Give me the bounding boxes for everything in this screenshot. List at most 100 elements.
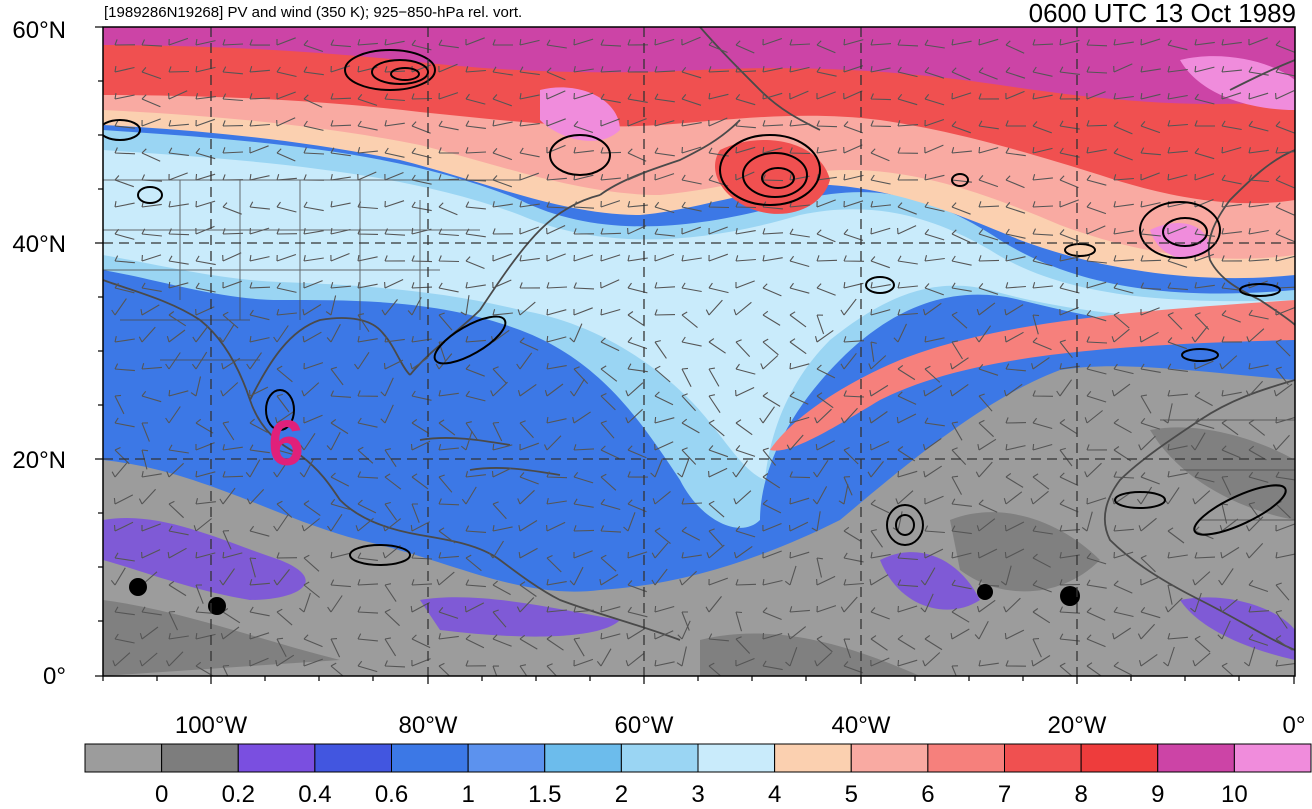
wind-barb — [384, 448, 397, 468]
wind-barb — [357, 228, 379, 235]
wind-barb — [276, 201, 297, 213]
wind-barb — [978, 255, 1000, 262]
wind-barb — [789, 497, 810, 505]
wind-barb — [573, 471, 594, 484]
wind-barb — [516, 597, 535, 613]
wind-barb — [1194, 147, 1215, 160]
wind-barb — [1032, 255, 1053, 267]
wind-barb — [1167, 312, 1183, 330]
wind-barb — [1167, 444, 1188, 451]
wind-barb — [1032, 390, 1054, 397]
colorbar-label: 10 — [1221, 781, 1248, 804]
wind-barb — [708, 662, 722, 676]
wind-barb — [816, 199, 836, 208]
wind-barb — [410, 521, 430, 532]
wind-barb — [275, 411, 294, 424]
wind-barb — [654, 201, 675, 214]
wind-barb — [572, 411, 591, 424]
wind-barb — [357, 579, 379, 586]
wind-barb — [301, 382, 320, 397]
wind-barb — [897, 659, 918, 667]
colorbar-swatch — [1157, 743, 1235, 773]
wind-barb — [167, 547, 187, 559]
wind-barb — [870, 635, 888, 651]
wind-barb — [895, 490, 914, 505]
wind-barb — [1059, 579, 1081, 586]
wind-barb — [464, 602, 485, 613]
wind-barb — [1167, 147, 1188, 154]
wind-barb — [1275, 121, 1295, 134]
wind-barb — [843, 38, 864, 46]
wind-barb — [1275, 255, 1295, 262]
wind-barb — [705, 596, 722, 613]
wind-barb — [519, 93, 540, 100]
wind-barb — [843, 121, 863, 134]
wind-barb — [114, 394, 125, 415]
wind-barb — [1221, 201, 1242, 208]
wind-barb — [1059, 229, 1079, 242]
wind-barb — [735, 657, 755, 667]
wind-barb — [843, 526, 862, 542]
wind-barb — [220, 382, 239, 397]
wind-barb — [330, 39, 351, 48]
wind-barb — [114, 606, 135, 616]
wind-barb — [924, 255, 945, 262]
wind-barb — [1220, 546, 1240, 559]
colorbar-swatch — [314, 743, 392, 773]
wind-barb — [195, 282, 216, 293]
wind-barb — [843, 579, 864, 586]
wind-barb — [519, 442, 539, 451]
wind-barb — [951, 38, 972, 46]
wind-barb — [276, 552, 298, 559]
wind-barb — [1221, 66, 1242, 73]
wind-barb — [681, 311, 698, 329]
wind-barb — [1113, 93, 1134, 100]
wind-barb — [141, 363, 162, 370]
wind-barb — [302, 304, 322, 316]
wind-barb — [762, 391, 781, 407]
wind-barb — [760, 355, 779, 370]
wind-barb — [357, 471, 379, 479]
wind-barb — [1140, 307, 1160, 316]
wind-barb — [465, 93, 486, 105]
wind-barb — [113, 521, 134, 532]
wind-barb — [299, 459, 314, 478]
wind-barb — [168, 580, 187, 597]
wind-barb — [1004, 521, 1025, 532]
wind-barb — [1140, 201, 1161, 208]
wind-barb — [249, 309, 270, 321]
wind-barb — [708, 633, 729, 642]
wind-barb — [600, 66, 622, 73]
wind-barb — [596, 648, 612, 667]
wind-barb — [492, 201, 513, 208]
wind-barb — [762, 338, 779, 356]
wind-barb — [1005, 147, 1026, 157]
wind-barb — [1221, 662, 1235, 676]
wind-barb — [1059, 147, 1080, 158]
wind-barb — [168, 611, 178, 631]
wind-barb — [380, 377, 394, 397]
wind-barb — [654, 253, 675, 262]
figure-datetime: 0600 UTC 13 Oct 1989 — [1028, 0, 1296, 28]
wind-barb — [950, 628, 970, 640]
wind-barb — [1275, 416, 1295, 424]
wind-barb — [330, 390, 352, 398]
wind-barb — [276, 444, 297, 456]
wind-barb — [897, 391, 917, 405]
wind-barb — [1221, 174, 1242, 185]
wind-barb — [492, 580, 511, 596]
wind-barb — [354, 351, 370, 370]
wind-barb — [789, 282, 810, 294]
wind-barb — [625, 653, 645, 667]
wind-barb — [114, 201, 135, 208]
wind-barb — [951, 551, 972, 559]
wind-barb — [600, 39, 622, 47]
wind-barb — [303, 554, 320, 572]
wind-barb — [951, 475, 962, 495]
wind-barb — [518, 520, 538, 532]
wind-barb — [951, 92, 972, 100]
colorbar-swatch — [850, 743, 929, 773]
wind-barb — [1113, 580, 1133, 594]
wind-barb — [951, 665, 959, 676]
wind-barb — [1140, 38, 1161, 46]
